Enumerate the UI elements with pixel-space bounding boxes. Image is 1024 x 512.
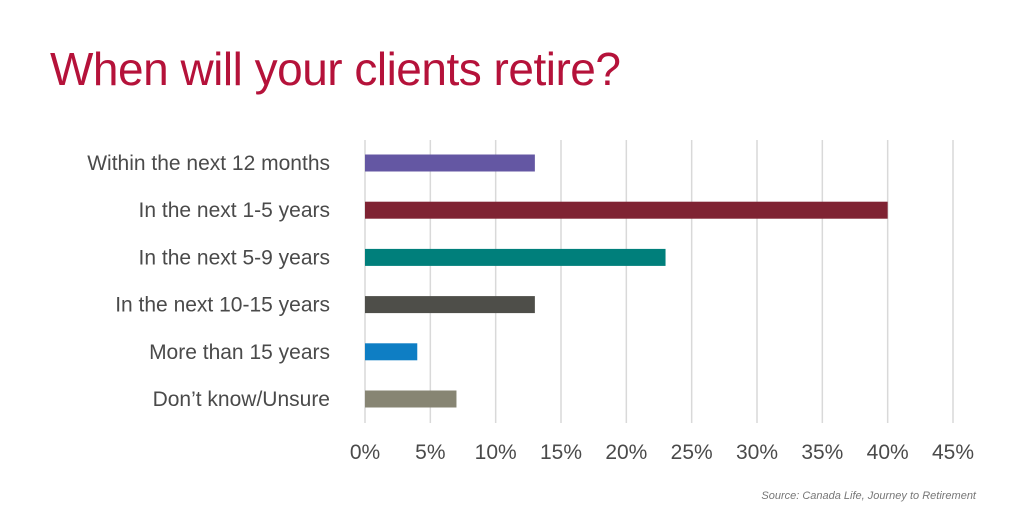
gridlines bbox=[364, 140, 954, 423]
bar bbox=[365, 201, 888, 219]
category-label: Within the next 12 months bbox=[87, 152, 330, 175]
x-tick-label: 40% bbox=[867, 441, 909, 464]
chart-title: When will your clients retire? bbox=[50, 43, 621, 95]
x-tick-label: 30% bbox=[736, 441, 778, 464]
x-tick-label: 5% bbox=[415, 441, 445, 464]
x-tick-label: 0% bbox=[350, 441, 380, 464]
x-tick-label: 15% bbox=[540, 441, 582, 464]
x-tick-label: 10% bbox=[475, 441, 517, 464]
bar bbox=[365, 390, 457, 408]
category-label: More than 15 years bbox=[149, 341, 330, 364]
x-tick-label: 45% bbox=[932, 441, 974, 464]
bar bbox=[365, 154, 535, 172]
category-label: In the next 5-9 years bbox=[139, 246, 330, 269]
category-label: Don’t know/Unsure bbox=[153, 388, 330, 411]
bar bbox=[365, 248, 666, 266]
category-labels: Within the next 12 months In the next 1-5… bbox=[87, 152, 330, 411]
x-tick-label: 35% bbox=[801, 441, 843, 464]
x-tick-label: 20% bbox=[605, 441, 647, 464]
source-note: Source: Canada Life, Journey to Retireme… bbox=[761, 490, 976, 502]
category-label: In the next 10-15 years bbox=[115, 294, 330, 317]
x-axis-tick-labels: 0% 5% 10% 15% 20% 25% 30% 35% 40% 45% bbox=[350, 441, 974, 464]
x-tick-label: 25% bbox=[671, 441, 713, 464]
bar bbox=[365, 343, 418, 361]
bar bbox=[365, 296, 535, 314]
category-label: In the next 1-5 years bbox=[139, 199, 330, 222]
bars bbox=[365, 154, 888, 408]
